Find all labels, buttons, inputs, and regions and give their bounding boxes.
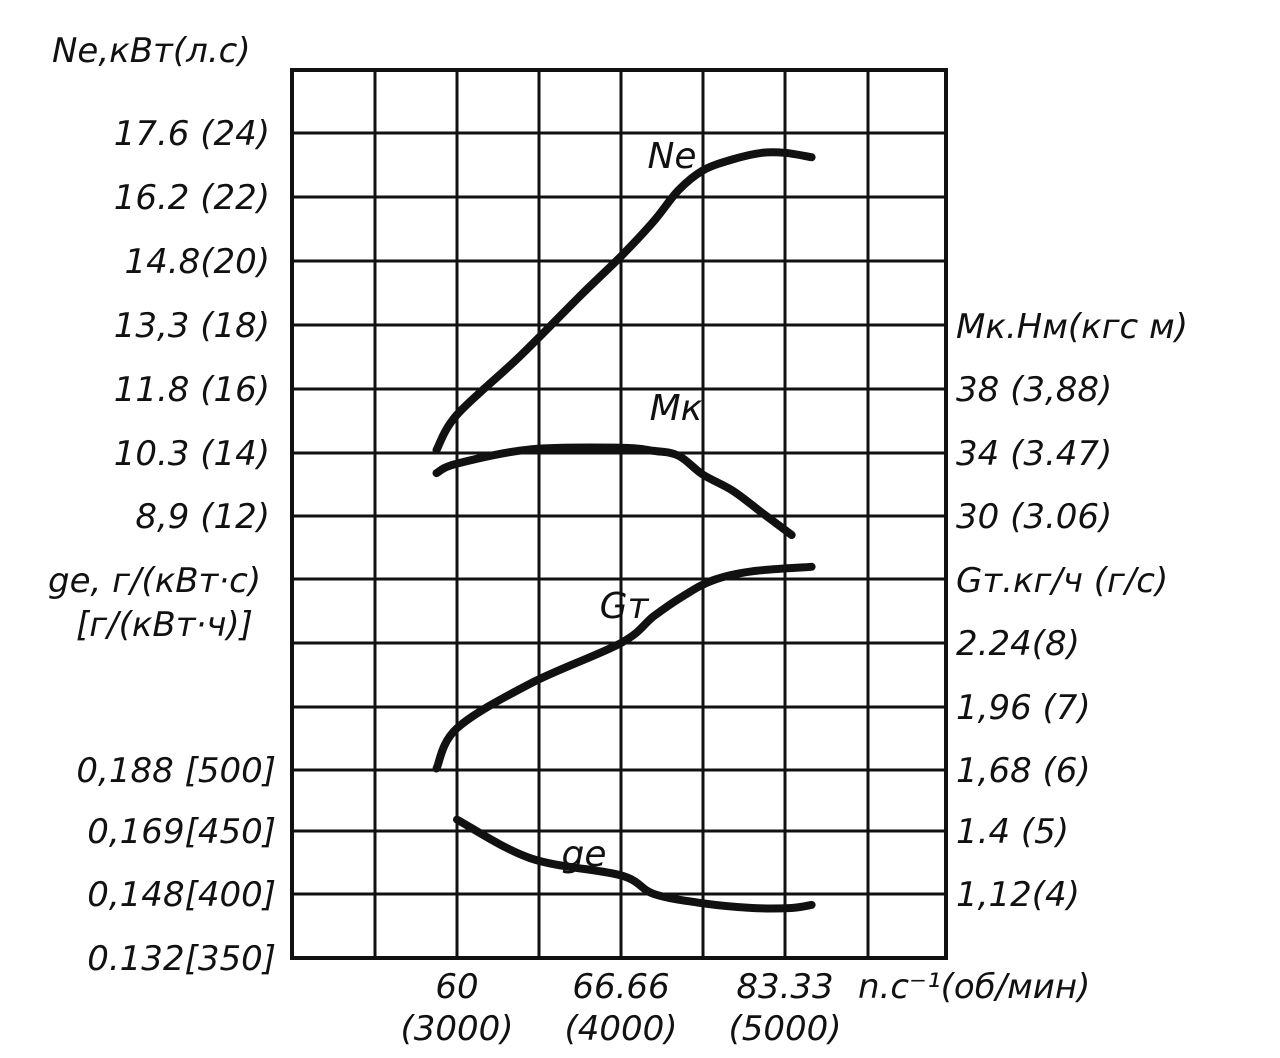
tick-label-ne: 10.3 (14) <box>114 434 270 474</box>
series-label-mк: Mк <box>650 388 703 429</box>
tick-label-ge: 0,188 [500] <box>76 751 276 791</box>
x-tick-label: 66.66 <box>572 967 669 1007</box>
series-label-ne: Ne <box>647 136 696 177</box>
tick-label-ge: 0.132[350] <box>87 939 276 979</box>
series-label-gт: Gт <box>600 586 650 627</box>
plot-frame <box>290 68 948 960</box>
x-axis-title: n.c⁻¹(об/мин) <box>858 967 1090 1007</box>
tick-label-ne: 17.6 (24) <box>114 114 270 154</box>
series-line-gт <box>432 562 816 773</box>
chart-curves <box>432 148 816 913</box>
series-line-ne <box>432 148 816 454</box>
axis-title-ge-hour: [г/(кВт·ч)] <box>76 605 253 645</box>
tick-label-ge: 0,148[400] <box>87 875 276 915</box>
tick-label-gt: 1,68 (6) <box>956 751 1091 791</box>
tick-label-ne: 11.8 (16) <box>114 370 270 410</box>
chart-frame <box>290 68 948 960</box>
tick-label-gt: 1.4 (5) <box>956 812 1069 852</box>
axis-title-ge: ge, г/(кВт·с) <box>48 561 261 601</box>
tick-label-ne: 8,9 (12) <box>135 497 270 537</box>
x-tick-sublabel: (4000) <box>564 1009 677 1049</box>
chart-grid <box>292 70 946 958</box>
x-tick-sublabel: (3000) <box>400 1009 513 1049</box>
series-line-ge <box>453 815 816 913</box>
tick-label-ne: 13,3 (18) <box>114 306 270 346</box>
tick-label-gt: 1,12(4) <box>956 875 1080 915</box>
axis-title-ne: Ne,кВт(л.с) <box>52 31 251 71</box>
tick-label-gt: 1,96 (7) <box>956 688 1091 728</box>
series-line-mк <box>432 443 796 539</box>
tick-label-ge: 0,169[450] <box>87 812 276 852</box>
tick-label-mk: 38 (3,88) <box>956 370 1112 410</box>
x-tick-sublabel: (5000) <box>728 1009 841 1049</box>
tick-label-mk: 30 (3.06) <box>956 497 1112 537</box>
chart-labels: Ne Mк Gт ge Ne,кВт(л.с) 17.6 (24) 16.2 (22) 14.… <box>48 31 1188 1049</box>
tick-label-ne: 16.2 (22) <box>114 178 270 218</box>
x-tick-label: 83.33 <box>736 967 833 1007</box>
axis-title-mk: Mк.Нм(кгс м) <box>956 307 1188 347</box>
tick-label-gt: 2.24(8) <box>956 624 1080 664</box>
series-label-ge: ge <box>562 834 607 875</box>
x-tick-label: 60 <box>435 967 478 1007</box>
axis-title-gt: Gт.кг/ч (г/с) <box>956 561 1168 601</box>
tick-label-ne: 14.8(20) <box>125 242 271 282</box>
tick-label-mk: 34 (3.47) <box>956 434 1112 474</box>
